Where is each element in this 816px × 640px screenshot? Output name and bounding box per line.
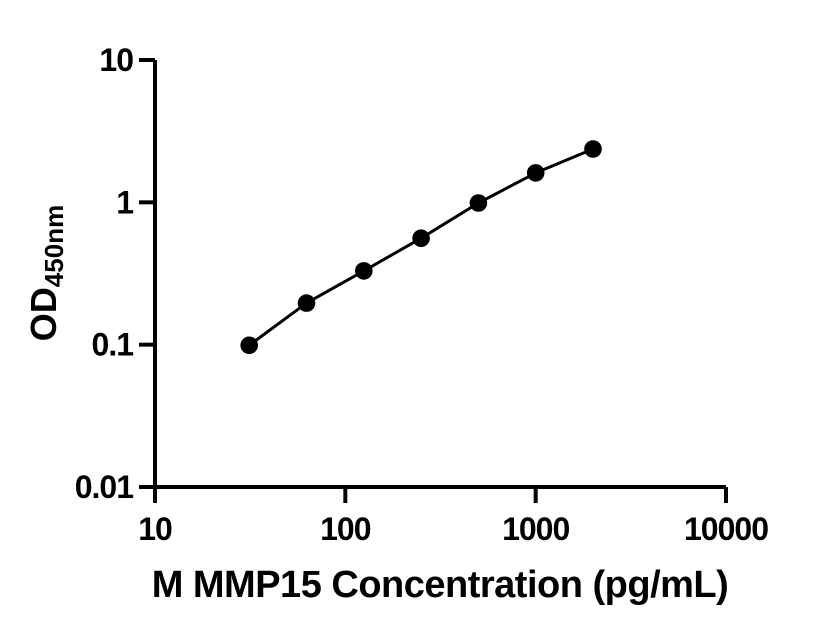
data-point-marker: [412, 229, 430, 247]
y-axis-title: OD450nm: [23, 205, 69, 341]
data-point-marker: [584, 140, 602, 158]
x-tick-label: 100: [320, 511, 371, 547]
data-point-marker: [240, 336, 258, 355]
data-point-marker: [469, 194, 488, 212]
data-point-marker: [297, 294, 316, 312]
y-axis-title-subscript: 450nm: [39, 205, 69, 287]
y-tick-label: 0.01: [75, 469, 133, 505]
x-axis-title: M MMP15 Concentration (pg/mL): [152, 564, 729, 606]
x-tick-label: 10: [138, 511, 172, 547]
data-point-marker: [355, 262, 373, 280]
y-axis-title-main: OD: [23, 287, 64, 341]
y-tick-label: 1: [116, 184, 133, 220]
x-tick-label: 10000: [684, 511, 768, 547]
axis-spines: [153, 60, 726, 489]
y-tick-label: 10: [99, 42, 133, 78]
data-series: [240, 140, 602, 355]
x-tick-label: 1000: [502, 511, 569, 547]
y-tick-label: 0.1: [92, 327, 134, 363]
data-point-marker: [526, 164, 545, 182]
